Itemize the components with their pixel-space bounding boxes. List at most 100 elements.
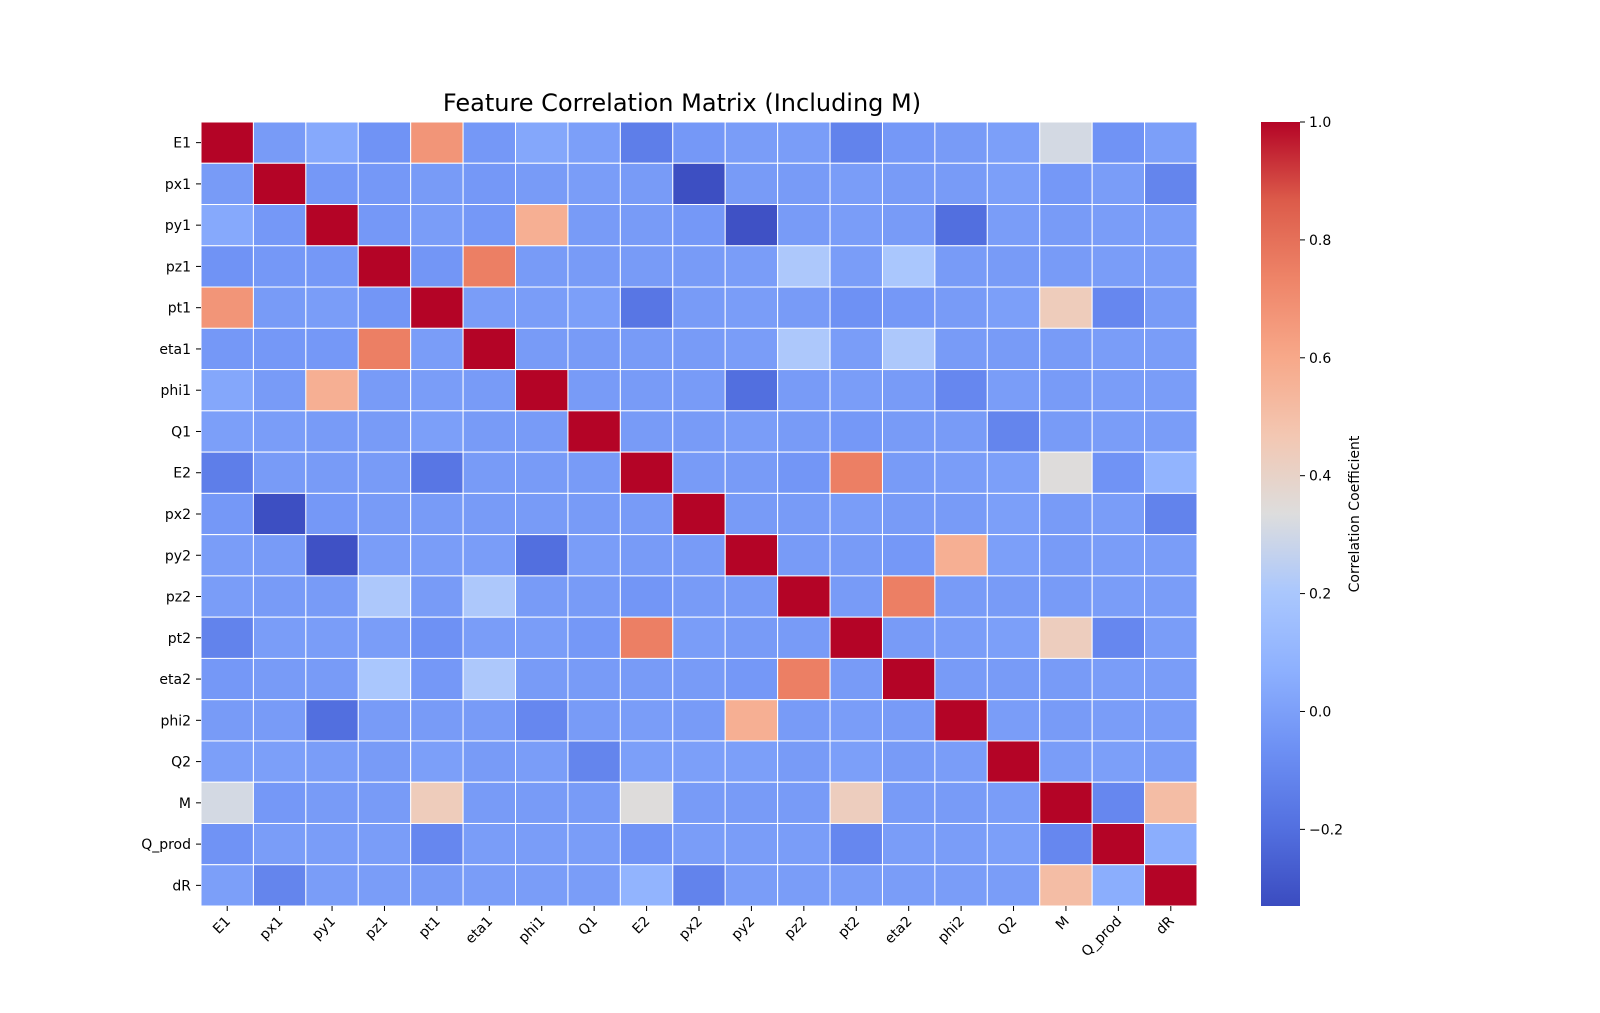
heatmap-cell-py2-Q_prod <box>1091 534 1146 577</box>
heatmap-cell-pz1-eta1 <box>462 245 517 288</box>
heatmap-cell-pz1-E1 <box>200 245 254 288</box>
heatmap-cell-Q1-Q1 <box>567 410 621 453</box>
heatmap-cell-px2-pz2 <box>777 492 831 536</box>
heatmap-cell-px1-px1 <box>252 162 307 206</box>
heatmap-cell-Q_prod-px1 <box>252 822 307 866</box>
heatmap-cell-dR-phi2 <box>934 864 988 907</box>
heatmap-cell-pz1-pz2 <box>777 245 831 288</box>
heatmap-cell-pt2-Q_prod <box>1091 616 1146 659</box>
heatmap-cell-eta1-pt2 <box>829 327 883 371</box>
heatmap-cell-phi2-Q_prod <box>1091 699 1146 742</box>
heatmap-cell-eta1-pt1 <box>410 327 464 371</box>
heatmap-cell-E2-py1 <box>305 451 359 494</box>
heatmap-cell-phi2-Q2 <box>986 699 1041 742</box>
heatmap-cell-phi1-pz2 <box>777 369 831 412</box>
heatmap-cell-pt2-py2 <box>724 616 779 659</box>
column-tick-label: pt2 <box>835 914 863 942</box>
heatmap-cell-eta1-phi1 <box>515 327 569 371</box>
heatmap-cell-M-phi1 <box>515 781 569 824</box>
heatmap-cell-dR-py2 <box>724 864 779 907</box>
heatmap-cell-phi1-phi2 <box>934 369 988 412</box>
row-tick-label: px2 <box>165 507 191 523</box>
heatmap-cell-px1-px2 <box>672 162 726 206</box>
column-tick-label: E1 <box>210 914 234 938</box>
heatmap-cell-py2-px2 <box>672 534 726 577</box>
heatmap-cell-phi1-eta2 <box>881 369 936 412</box>
heatmap-cell-py1-E1 <box>200 204 254 247</box>
heatmap-cell-phi1-Q_prod <box>1091 369 1146 412</box>
heatmap-cell-px1-dR <box>1144 162 1198 206</box>
heatmap-cell-pt2-pt2 <box>829 616 883 659</box>
heatmap-cell-pz1-Q_prod <box>1091 245 1146 288</box>
heatmap-cell-dR-dR <box>1144 864 1198 907</box>
heatmap-cell-E2-E1 <box>200 451 254 494</box>
heatmap-cell-dR-Q_prod <box>1091 864 1146 907</box>
heatmap-cell-px2-py1 <box>305 492 359 536</box>
heatmap-cell-pt1-eta2 <box>881 286 936 329</box>
heatmap-cell-px1-Q_prod <box>1091 162 1146 206</box>
heatmap-cell-E1-phi2 <box>934 121 988 164</box>
heatmap-cell-pt1-pt2 <box>829 286 883 329</box>
column-tick-label: eta1 <box>462 914 496 948</box>
heatmap-cell-M-px1 <box>252 781 307 824</box>
heatmap-cell-pt2-M <box>1039 616 1093 659</box>
heatmap-cell-py1-phi1 <box>515 204 569 247</box>
heatmap-cell-E2-M <box>1039 451 1093 494</box>
heatmap-cell-E1-py2 <box>724 121 779 164</box>
heatmap-cell-pt2-Q2 <box>986 616 1041 659</box>
heatmap-cell-M-pz2 <box>777 781 831 824</box>
column-tick-label: px1 <box>257 914 287 944</box>
heatmap-cell-py2-pz1 <box>357 534 412 577</box>
heatmap-cell-pz1-pt2 <box>829 245 883 288</box>
heatmap-cell-eta1-E1 <box>200 327 254 371</box>
column-tick-label: eta2 <box>882 914 916 948</box>
heatmap-cell-dR-eta1 <box>462 864 517 907</box>
heatmap-cell-eta2-px1 <box>252 657 307 701</box>
heatmap-cell-Q_prod-eta1 <box>462 822 517 866</box>
heatmap-cell-Q_prod-dR <box>1144 822 1198 866</box>
heatmap-cell-pt2-pt1 <box>410 616 464 659</box>
heatmap-cell-py1-dR <box>1144 204 1198 247</box>
heatmap-cell-phi1-dR <box>1144 369 1198 412</box>
heatmap-cell-eta2-pt1 <box>410 657 464 701</box>
heatmap-cell-eta1-px2 <box>672 327 726 371</box>
heatmap-cell-py1-pz2 <box>777 204 831 247</box>
heatmap-cell-Q1-pt1 <box>410 410 464 453</box>
heatmap-cell-eta1-pz1 <box>357 327 412 371</box>
heatmap-cell-M-eta2 <box>881 781 936 824</box>
heatmap-cell-dR-E1 <box>200 864 254 907</box>
heatmap-cell-Q2-phi1 <box>515 740 569 783</box>
heatmap-cell-px2-px1 <box>252 492 307 536</box>
column-tick-label: phi1 <box>516 914 549 947</box>
heatmap-cell-py2-E1 <box>200 534 254 577</box>
heatmap-cell-E1-py1 <box>305 121 359 164</box>
colorbar <box>1261 122 1300 906</box>
heatmap-cell-px2-Q1 <box>567 492 621 536</box>
heatmap-cell-pt2-eta2 <box>881 616 936 659</box>
heatmap-cell-pt1-pt1 <box>410 286 464 329</box>
heatmap-cell-phi1-pt1 <box>410 369 464 412</box>
heatmap-cell-phi2-eta2 <box>881 699 936 742</box>
heatmap-cell-py2-phi2 <box>934 534 988 577</box>
heatmap-cell-pz2-phi2 <box>934 575 988 618</box>
heatmap-cell-phi1-py2 <box>724 369 779 412</box>
heatmap-cell-eta2-E2 <box>619 657 674 701</box>
heatmap-cell-Q_prod-phi2 <box>934 822 988 866</box>
row-tick-label: eta2 <box>159 672 191 688</box>
heatmap-cell-pt2-eta1 <box>462 616 517 659</box>
heatmap-cell-eta1-py2 <box>724 327 779 371</box>
heatmap-cell-px2-pz1 <box>357 492 412 536</box>
column-tick-label: E2 <box>630 914 654 938</box>
heatmap-cell-M-phi2 <box>934 781 988 824</box>
heatmap-cell-pz2-E1 <box>200 575 254 618</box>
heatmap-cell-Q1-eta2 <box>881 410 936 453</box>
heatmap-cell-py1-eta2 <box>881 204 936 247</box>
heatmap-cell-phi2-phi1 <box>515 699 569 742</box>
heatmap-cell-E1-M <box>1039 121 1093 164</box>
heatmap-cell-dR-M <box>1039 864 1093 907</box>
heatmap-cell-pt1-pz1 <box>357 286 412 329</box>
heatmap-cell-M-px2 <box>672 781 726 824</box>
heatmap-cell-pz1-pz1 <box>357 245 412 288</box>
row-tick-label: phi1 <box>160 383 191 399</box>
heatmap-cell-pt1-phi2 <box>934 286 988 329</box>
